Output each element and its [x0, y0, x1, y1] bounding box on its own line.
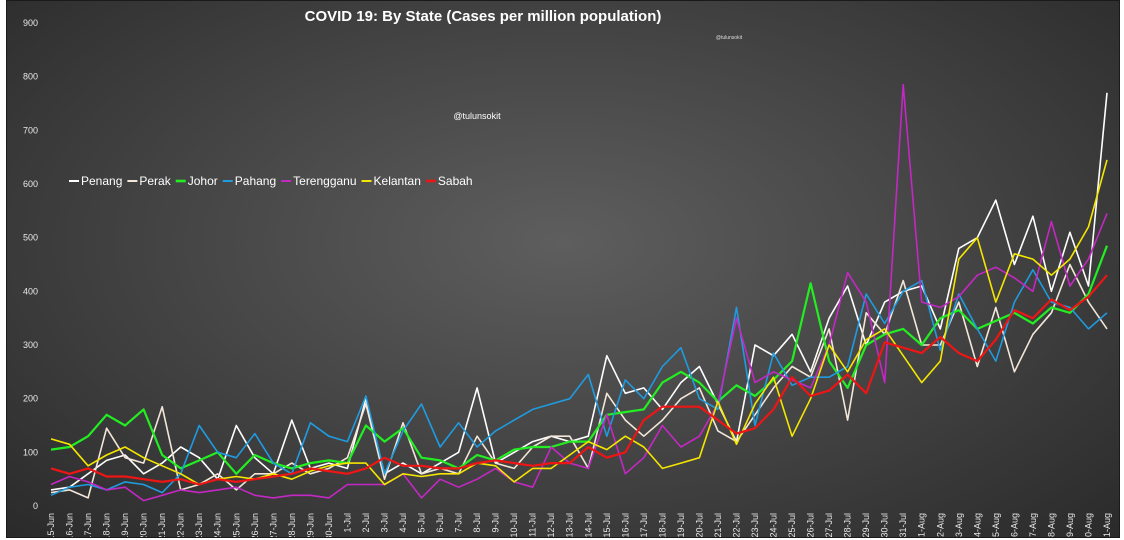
x-tick-label: 19-Jul	[676, 513, 686, 537]
x-tick-label: 7-Jul	[454, 513, 464, 533]
x-tick-label: 17-Jul	[639, 513, 649, 537]
x-tick-label: 20-Jun	[139, 513, 149, 537]
x-tick-label: 21-Jun	[157, 513, 167, 537]
x-tick-label: 23-Jul	[750, 513, 760, 537]
x-tick-label: 6-Aug	[1009, 513, 1019, 537]
x-tick-label: 12-Jul	[546, 513, 556, 537]
y-tick-label: 500	[23, 233, 38, 243]
x-tick-label: 2-Aug	[935, 513, 945, 537]
series-line-kelantan	[50, 159, 1108, 486]
x-tick-label: 10-Jul	[509, 513, 519, 537]
y-tick-label: 300	[23, 340, 38, 350]
chart-frame: COVID 19: By State (Cases per million po…	[6, 0, 1120, 538]
legend-label: Sabah	[438, 174, 473, 188]
x-tick-label: 22-Jun	[176, 513, 186, 537]
x-tick-label: 17-Jun	[83, 513, 93, 537]
x-tick-label: 21-Jul	[713, 513, 723, 537]
x-axis: 15-Jun 16-Jun 17-Jun 18-Jun 19-Jun 20-Jun 21-J…	[46, 513, 1112, 537]
x-tick-label: 11-Jul	[528, 513, 538, 537]
x-tick-label: 27-Jul	[824, 513, 834, 537]
x-tick-label: 30-Jul	[880, 513, 890, 537]
legend: Penang Perak Johor Pahang Terengganu Kelantan…	[69, 174, 473, 188]
x-tick-label: 16-Jul	[620, 513, 630, 537]
y-tick-label: 800	[23, 72, 38, 82]
legend-label: Penang	[81, 174, 122, 188]
x-tick-label: 2-Jul	[361, 513, 371, 533]
chart-title: COVID 19: By State (Cases per million po…	[305, 8, 662, 25]
x-tick-label: 19-Jun	[120, 513, 130, 537]
legend-label: Pahang	[235, 174, 276, 188]
y-tick-label: 700	[23, 125, 38, 135]
legend-label: Perak	[139, 174, 171, 188]
x-tick-label: 8-Aug	[1046, 513, 1056, 537]
x-tick-label: 18-Jul	[657, 513, 667, 537]
y-tick-label: 400	[23, 286, 38, 296]
x-tick-label: 26-Jun	[250, 513, 260, 537]
x-tick-label: 28-Jul	[843, 513, 853, 537]
x-tick-label: 1-Jul	[342, 513, 352, 533]
y-tick-label: 600	[23, 179, 38, 189]
x-tick-label: 23-Jun	[194, 513, 204, 537]
x-tick-label: 3-Jul	[379, 513, 389, 533]
legend-label: Kelantan	[374, 174, 421, 188]
watermark-small: @tulunsokit	[716, 35, 743, 41]
x-tick-label: 4-Aug	[972, 513, 982, 537]
x-tick-label: 22-Jul	[731, 513, 741, 537]
y-tick-label: 100	[23, 447, 38, 457]
x-tick-label: 24-Jun	[213, 513, 223, 537]
x-tick-label: 30-Jun	[324, 513, 334, 537]
x-tick-label: 14-Jul	[583, 513, 593, 537]
x-tick-label: 3-Aug	[954, 513, 964, 537]
x-tick-label: 9-Aug	[1065, 513, 1075, 537]
x-tick-label: 15-Jun	[46, 513, 56, 537]
series-line-perak	[50, 263, 1108, 499]
x-tick-label: 25-Jun	[231, 513, 241, 537]
y-tick-label: 0	[33, 501, 38, 511]
y-tick-label: 200	[23, 394, 38, 404]
series-line-pahang	[50, 269, 1108, 497]
x-tick-label: 11-Aug	[1102, 513, 1112, 537]
x-tick-label: 8-Jul	[472, 513, 482, 533]
x-tick-label: 10-Aug	[1083, 513, 1093, 537]
x-tick-label: 26-Jul	[806, 513, 816, 537]
line-chart: COVID 19: By State (Cases per million po…	[23, 8, 1112, 537]
watermark: @tulunsokit	[453, 111, 501, 121]
series-line-penang	[50, 92, 1108, 491]
x-tick-label: 28-Jun	[287, 513, 297, 537]
x-tick-label: 5-Jul	[417, 513, 427, 533]
x-tick-label: 31-Jul	[898, 513, 908, 537]
series-line-sabah	[50, 274, 1108, 486]
series-lines	[50, 83, 1109, 502]
y-axis: 0 100 200 300 400 500 600 700 800 900	[23, 18, 38, 511]
x-tick-label: 29-Jul	[861, 513, 871, 537]
x-tick-label: 4-Jul	[398, 513, 408, 533]
legend-label: Terengganu	[293, 174, 356, 188]
x-tick-label: 18-Jun	[102, 513, 112, 537]
x-tick-label: 25-Jul	[787, 513, 797, 537]
series-line-johor	[50, 245, 1109, 475]
x-tick-label: 27-Jun	[268, 513, 278, 537]
legend-label: Johor	[188, 174, 218, 188]
x-tick-label: 29-Jun	[305, 513, 315, 537]
x-tick-label: 16-Jun	[65, 513, 75, 537]
x-tick-label: 9-Jul	[491, 513, 501, 533]
y-tick-label: 900	[23, 18, 38, 28]
x-tick-label: 5-Aug	[991, 513, 1001, 537]
x-tick-label: 24-Jul	[769, 513, 779, 537]
x-tick-label: 6-Jul	[435, 513, 445, 533]
series-line-terengganu	[50, 83, 1108, 502]
x-tick-label: 20-Jul	[694, 513, 704, 537]
x-tick-label: 1-Aug	[917, 513, 927, 537]
x-tick-label: 7-Aug	[1028, 513, 1038, 537]
x-tick-label: 15-Jul	[602, 513, 612, 537]
x-tick-label: 13-Jul	[565, 513, 575, 537]
